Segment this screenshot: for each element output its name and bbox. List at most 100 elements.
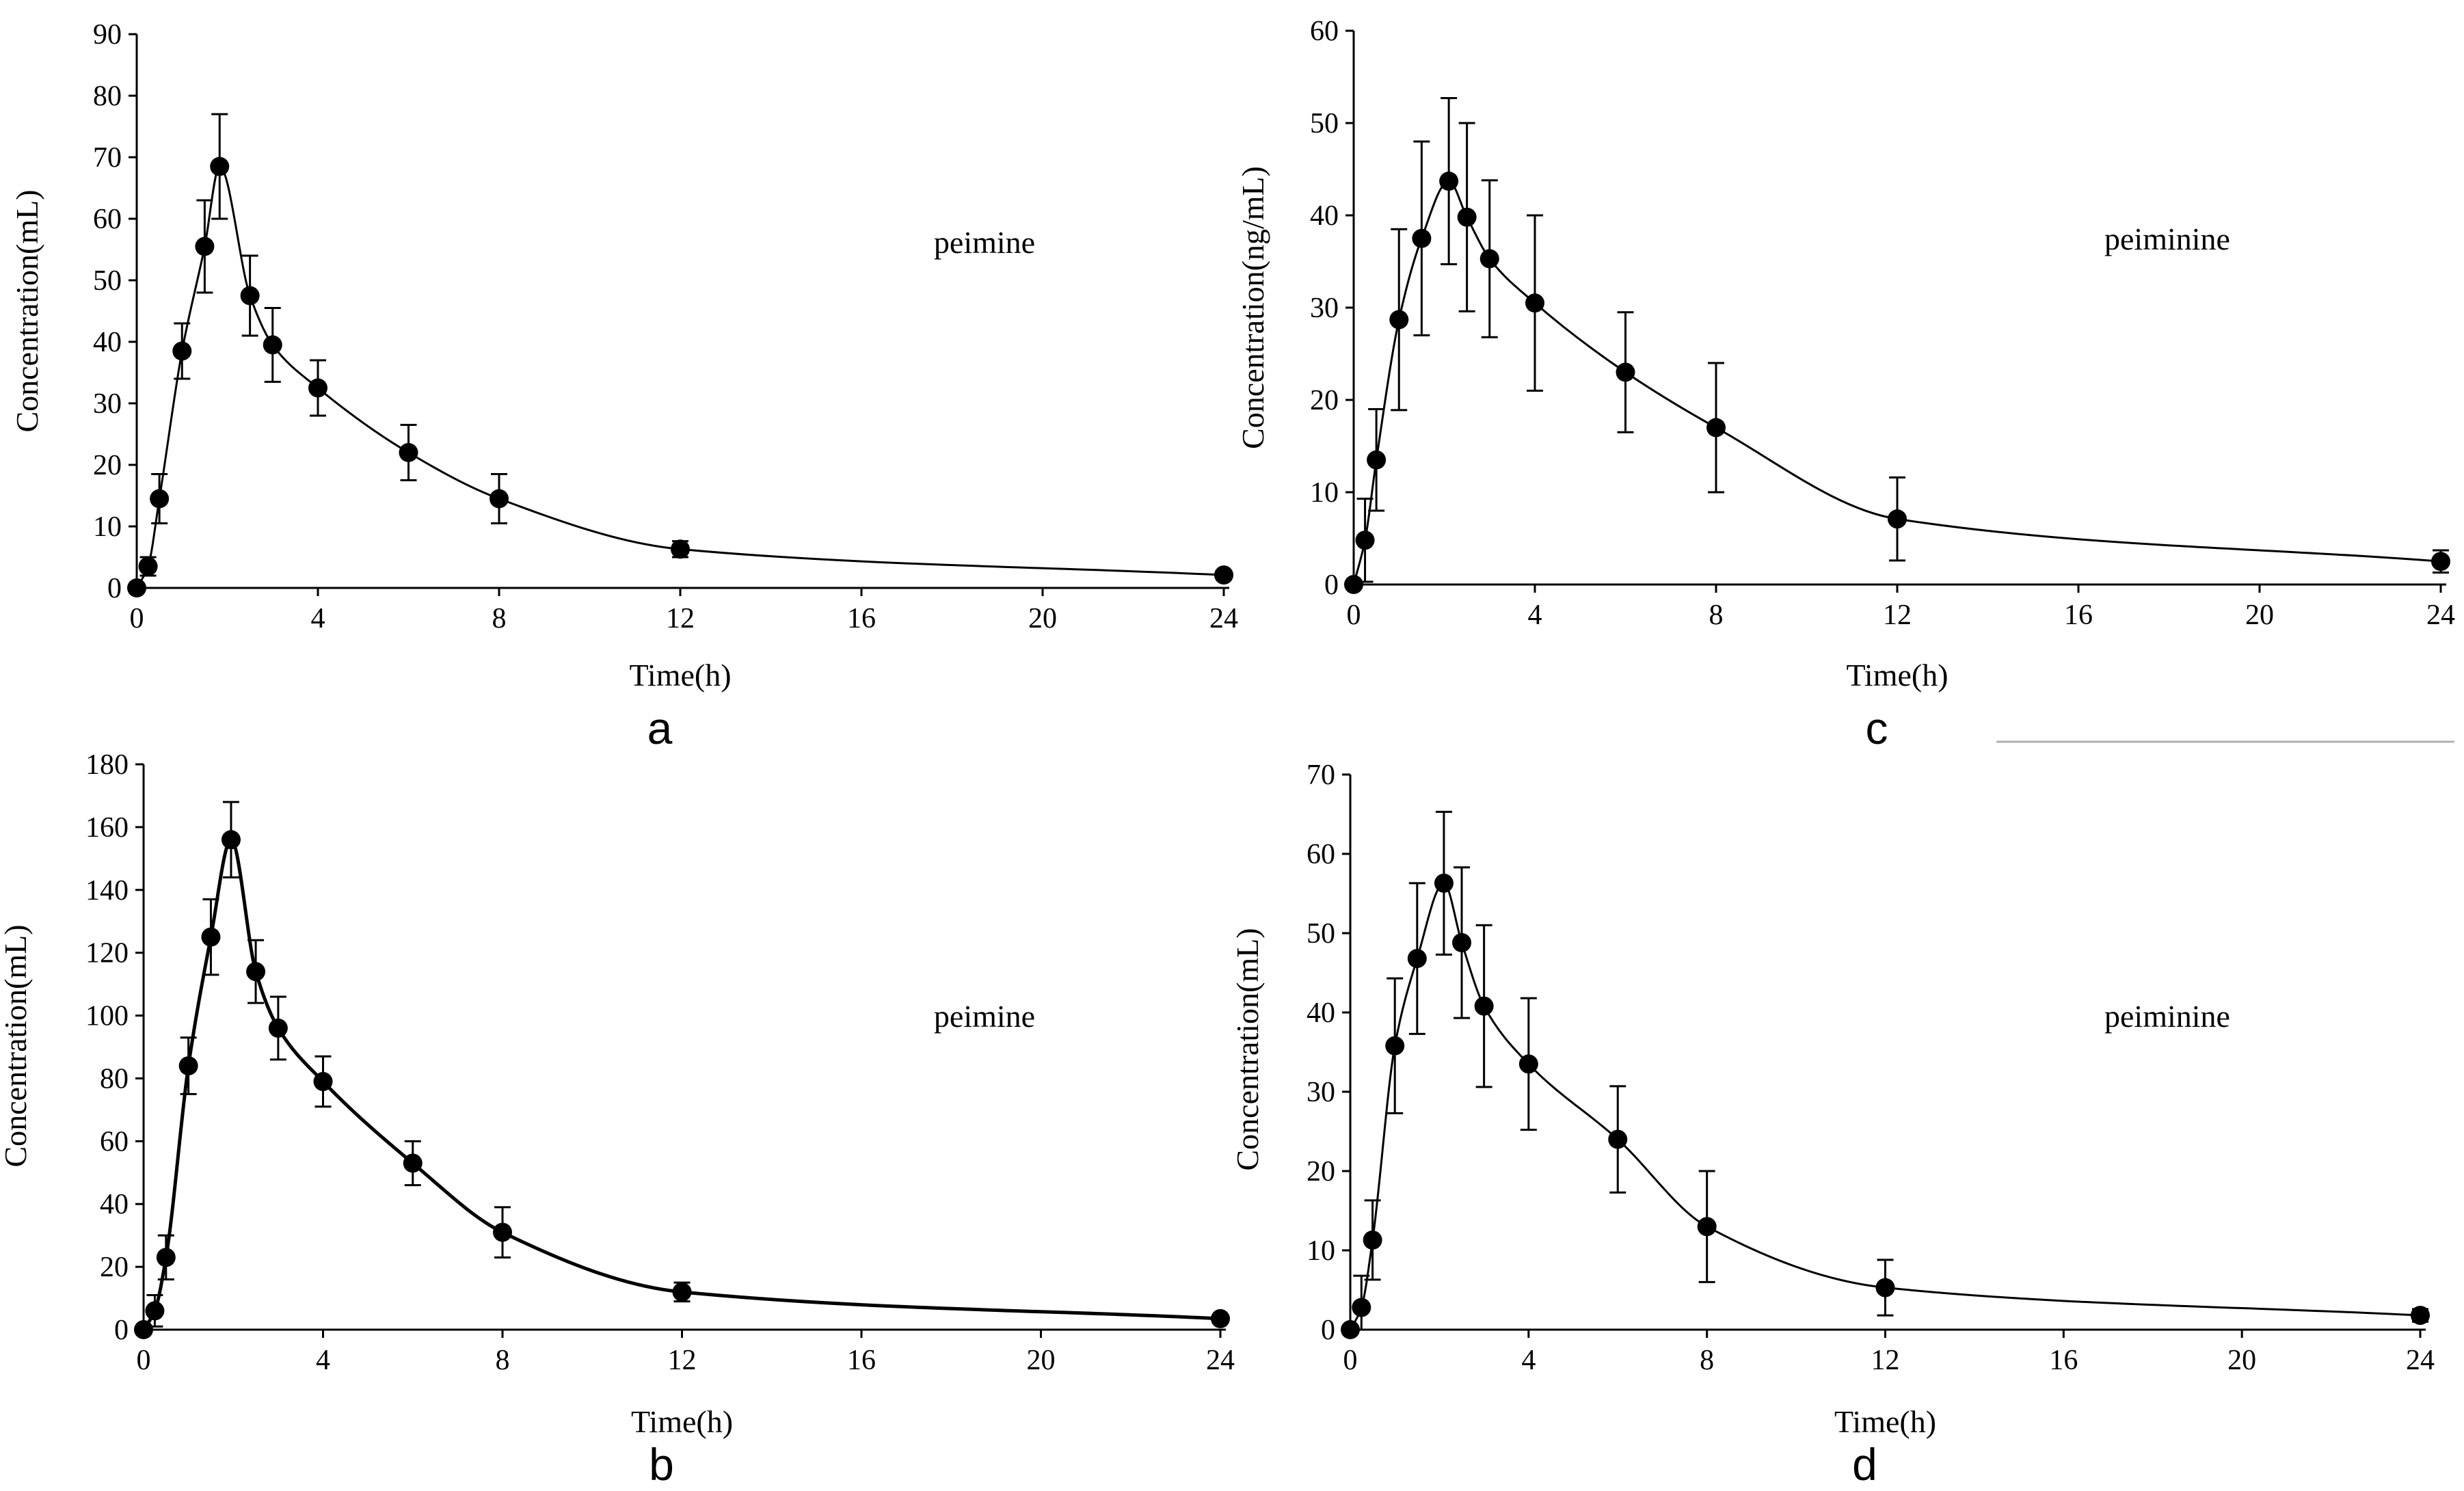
chart-panel-a: 0 4 8 12 16 20 24 0 10 20 30 40 50 60 70 80 90 Time(h) Con… — [10, 19, 1238, 753]
data-point — [313, 1072, 333, 1092]
x-axis-label: Time(h) — [1834, 1404, 1936, 1439]
y-tick-label: 180 — [85, 749, 129, 781]
data-point — [1341, 1320, 1360, 1339]
data-point — [399, 443, 418, 462]
x-tick-label: 4 — [1528, 600, 1542, 631]
x-tick-label: 4 — [1521, 1345, 1536, 1376]
data-point — [156, 1248, 176, 1267]
data-point — [195, 237, 215, 256]
y-tick-label: 40 — [100, 1189, 129, 1220]
y-tick-label: 30 — [1310, 293, 1339, 324]
data-point — [201, 927, 221, 947]
y-tick-label: 140 — [85, 875, 129, 906]
y-tick-label: 0 — [114, 1315, 129, 1346]
chart-panel-d: 0 4 8 12 16 20 24 0 10 20 30 40 50 60 70 Time(h) Concent… — [1230, 760, 2435, 1490]
data-point — [268, 1018, 288, 1038]
x-tick-label: 0 — [1343, 1345, 1358, 1376]
data-point — [1474, 996, 1494, 1016]
data-point — [1211, 1308, 1230, 1328]
panel-label: d — [1852, 1439, 1877, 1490]
data-point — [178, 1056, 198, 1076]
y-tick-label: 60 — [93, 204, 122, 235]
data-point — [1457, 207, 1477, 227]
series-line — [135, 165, 1224, 589]
y-tick-label: 80 — [100, 1063, 129, 1094]
data-point — [145, 1301, 165, 1321]
y-tick-label: 70 — [93, 142, 122, 174]
x-tick-label: 12 — [666, 603, 695, 634]
x-tick-label: 20 — [1027, 1345, 1056, 1376]
data-point — [672, 1282, 692, 1302]
x-tick-label: 16 — [2064, 600, 2093, 631]
compound-annotation: peiminine — [2104, 999, 2230, 1034]
x-tick-label: 8 — [1700, 1345, 1714, 1376]
x-tick-label: 12 — [668, 1345, 697, 1376]
x-axis-label: Time(h) — [631, 1404, 733, 1439]
x-tick-label: 12 — [1871, 1345, 1900, 1376]
y-axis-label: Concentration(mL) — [10, 189, 44, 432]
x-tick-label: 12 — [1883, 600, 1912, 631]
panel-label: c — [1866, 703, 1888, 753]
panel-label: a — [647, 703, 673, 753]
x-tick-label: 4 — [311, 603, 325, 634]
y-tick-label: 60 — [1310, 16, 1339, 47]
x-tick-label: 0 — [1347, 600, 1361, 631]
data-point — [1214, 565, 1233, 585]
data-point — [172, 341, 192, 361]
x-tick-label: 24 — [2406, 1345, 2435, 1376]
y-tick-label: 100 — [85, 1001, 129, 1032]
y-tick-label: 80 — [93, 81, 122, 112]
data-point — [1697, 1217, 1717, 1237]
data-point — [1407, 949, 1427, 969]
y-tick-label: 0 — [107, 573, 122, 604]
data-point — [1706, 418, 1726, 438]
y-tick-label: 120 — [85, 938, 129, 969]
y-tick-label: 10 — [1307, 1235, 1335, 1267]
data-point — [671, 539, 690, 559]
y-tick-label: 20 — [93, 450, 122, 481]
y-tick-label: 40 — [1310, 200, 1339, 232]
x-tick-label: 16 — [847, 1345, 876, 1376]
data-point — [1479, 249, 1499, 269]
data-point — [1888, 509, 1907, 529]
x-tick-label: 0 — [137, 1345, 151, 1376]
chart-panel-c: 0 4 8 12 16 20 24 0 10 20 30 40 50 60 Time(h) Concentra… — [1235, 16, 2455, 753]
y-tick-label: 0 — [1324, 569, 1339, 601]
x-tick-label: 8 — [492, 603, 507, 634]
data-point — [127, 578, 146, 597]
x-tick-label: 20 — [1028, 603, 1057, 634]
panel-label: b — [649, 1439, 674, 1490]
y-tick-label: 50 — [1310, 108, 1339, 139]
data-point — [1616, 362, 1635, 382]
data-point — [138, 556, 158, 576]
y-tick-label: 20 — [100, 1252, 129, 1283]
data-point — [210, 157, 230, 176]
x-tick-label: 24 — [2426, 600, 2455, 631]
data-point — [1385, 1036, 1405, 1056]
x-tick-label: 16 — [847, 603, 876, 634]
data-point — [1352, 1298, 1371, 1317]
data-point — [2431, 552, 2450, 572]
y-axis-label: Concentration(ng/mL) — [1235, 166, 1270, 449]
data-point — [134, 1320, 153, 1339]
y-tick-label: 30 — [93, 388, 122, 420]
y-tick-label: 20 — [1307, 1156, 1335, 1187]
data-point — [1367, 450, 1387, 470]
series-line — [142, 837, 1221, 1331]
data-point — [308, 378, 327, 398]
y-tick-label: 60 — [1307, 839, 1335, 870]
y-axis-label: Concentration(mL) — [1230, 928, 1265, 1170]
data-point — [1518, 1054, 1538, 1074]
data-point — [490, 489, 509, 509]
x-tick-label: 16 — [2049, 1345, 2078, 1376]
data-point — [1355, 530, 1375, 550]
x-tick-label: 8 — [1709, 600, 1724, 631]
compound-annotation: peimine — [934, 999, 1035, 1034]
data-point — [493, 1222, 512, 1242]
x-tick-label: 20 — [2227, 1345, 2256, 1376]
y-tick-label: 40 — [93, 327, 122, 358]
data-point — [2411, 1306, 2430, 1326]
y-tick-label: 60 — [100, 1126, 129, 1157]
data-point — [1344, 575, 1363, 594]
